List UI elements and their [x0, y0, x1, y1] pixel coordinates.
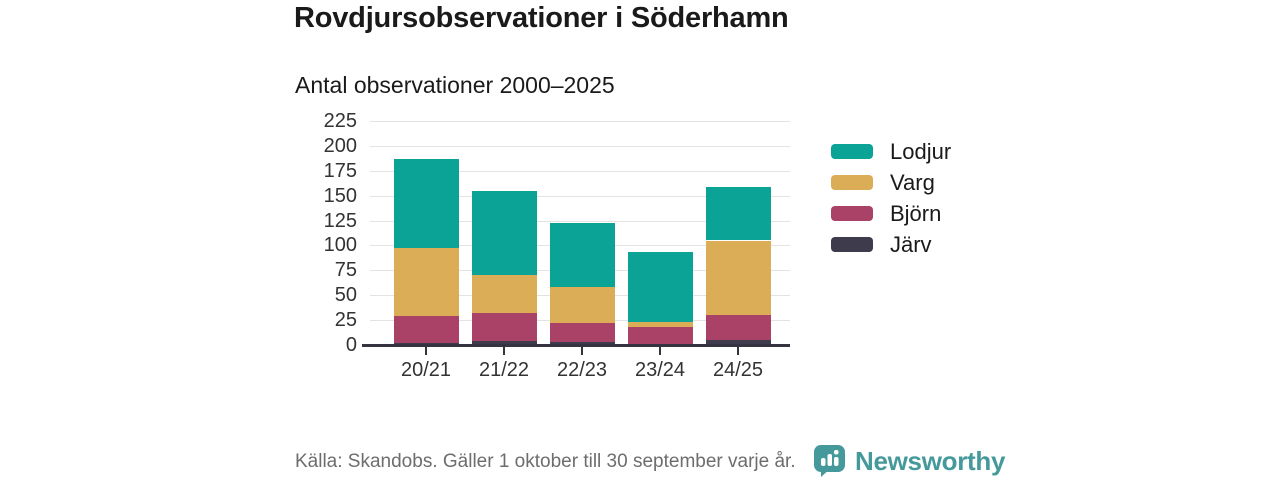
x-axis-tick-label: 23/24 — [634, 359, 686, 381]
y-axis-tick-label: 125 — [323, 209, 357, 232]
y-axis-tick-label: 200 — [323, 134, 357, 157]
x-axis-tick — [581, 347, 583, 355]
newsworthy-logo-icon — [813, 444, 847, 478]
x-axis-tick — [503, 347, 505, 355]
source-note: Källa: Skandobs. Gäller 1 oktober till 3… — [295, 451, 796, 472]
x-axis-tick-label: 21/22 — [478, 359, 530, 381]
y-axis-tick-label: 0 — [345, 334, 357, 356]
bar-segment-lodjur-20-21 — [393, 158, 459, 249]
y-axis-tick-label: 150 — [323, 184, 357, 207]
y-axis-tick-label: 25 — [334, 309, 357, 332]
x-axis-line — [362, 344, 790, 347]
legend-swatch-varg — [831, 175, 873, 190]
legend-label: Järv — [890, 232, 932, 257]
y-axis-tick-label: 225 — [323, 110, 357, 132]
bar-segment-lodjur-21-22 — [471, 190, 537, 276]
page-title: Rovdjursobservationer i Söderhamn — [294, 2, 789, 34]
legend-swatch-järv — [831, 237, 873, 252]
y-axis-tick-label: 175 — [323, 159, 357, 182]
bar-segment-varg-20-21 — [393, 248, 459, 317]
brand-lockup: Newsworthy — [813, 444, 1005, 478]
y-axis-tick-label: 75 — [334, 259, 357, 282]
bar-segment-varg-23-24 — [627, 322, 693, 328]
y-axis-tick-label: 50 — [334, 284, 357, 307]
chart-legend: Lodjur Varg Björn Järv — [831, 139, 952, 257]
chart-subtitle: Antal observationer 2000–2025 — [295, 72, 615, 98]
x-axis-tick — [737, 347, 739, 355]
legend-item-järv: Järv — [831, 232, 951, 257]
legend-swatch-björn — [831, 206, 873, 221]
bar-segment-björn-20-21 — [393, 316, 459, 343]
legend-label: Björn — [890, 201, 942, 226]
bar-segment-varg-21-22 — [471, 275, 537, 314]
x-axis-tick-label: 20/21 — [400, 359, 452, 381]
bar-segment-lodjur-22-23 — [549, 222, 615, 288]
bar-segment-varg-24-25 — [705, 240, 771, 316]
bar-segment-björn-23-24 — [627, 327, 693, 344]
legend-item-varg: Varg — [831, 170, 951, 195]
legend-item-björn: Björn — [831, 201, 951, 226]
gridline — [370, 121, 790, 122]
x-axis-tick-label: 22/23 — [556, 359, 608, 381]
bar-segment-järv-22-23 — [549, 342, 615, 345]
x-axis-tick-label: 24/25 — [712, 359, 764, 381]
bar-segment-björn-24-25 — [705, 315, 771, 340]
bar-segment-järv-24-25 — [705, 340, 771, 345]
bar-segment-järv-21-22 — [471, 341, 537, 345]
gridline — [370, 170, 790, 172]
bar-segment-björn-22-23 — [549, 323, 615, 342]
legend-item-lodjur: Lodjur — [831, 139, 952, 164]
legend-label: Lodjur — [890, 139, 952, 164]
bar-segment-lodjur-24-25 — [705, 186, 771, 241]
y-axis-tick-label: 100 — [323, 234, 357, 257]
brand-name: Newsworthy — [855, 445, 1006, 476]
gridline — [370, 195, 790, 197]
legend-label: Varg — [890, 170, 935, 195]
gridline — [370, 145, 790, 147]
bar-segment-lodjur-23-24 — [627, 252, 693, 323]
bar-segment-varg-22-23 — [549, 287, 615, 324]
legend-swatch-lodjur — [831, 144, 873, 159]
x-axis-tick — [425, 347, 427, 355]
gridline — [370, 220, 790, 222]
bar-segment-björn-21-22 — [471, 313, 537, 341]
x-axis-tick — [659, 347, 661, 355]
